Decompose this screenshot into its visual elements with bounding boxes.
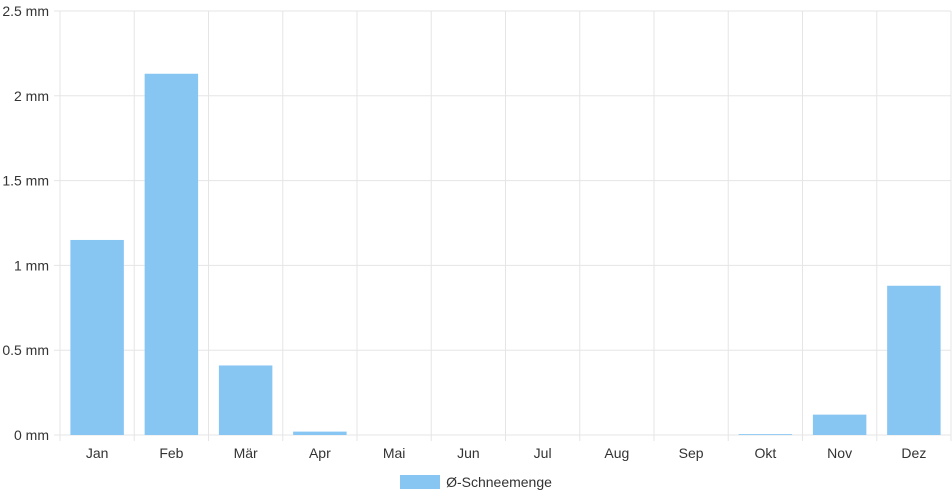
y-tick-label: 0 mm (14, 427, 49, 443)
x-tick-label: Okt (754, 445, 776, 461)
bar-nov[interactable] (812, 414, 867, 435)
bar-feb[interactable] (144, 73, 199, 435)
legend-swatch (400, 475, 441, 489)
x-tick-label: Apr (309, 445, 331, 461)
bar-apr[interactable] (293, 431, 347, 435)
bar-mär[interactable] (218, 365, 273, 435)
x-tick-label: Sep (679, 445, 704, 461)
y-tick-label: 2 mm (14, 88, 49, 104)
x-tick-label: Aug (604, 445, 629, 461)
y-tick-label: 2.5 mm (2, 3, 49, 19)
x-tick-label: Jan (86, 445, 109, 461)
y-tick-label: 0.5 mm (2, 342, 49, 358)
y-tick-label: 1.5 mm (2, 173, 49, 189)
legend-label: Ø-Schneemenge (446, 474, 552, 490)
x-tick-label: Nov (827, 445, 852, 461)
bar-dez[interactable] (887, 285, 941, 435)
chart-grid (54, 10, 952, 441)
chart-bars (70, 73, 941, 435)
bar-okt[interactable] (738, 434, 793, 435)
x-tick-label: Jul (534, 445, 552, 461)
y-tick-label: 1 mm (14, 257, 49, 273)
x-tick-label: Jun (457, 445, 480, 461)
x-axis-ticks: Jan Feb Mär Apr Mai Jun Jul Aug Sep Okt Nov Dez (86, 445, 926, 461)
x-tick-label: Feb (159, 445, 183, 461)
chart-legend[interactable]: Ø-Schneemenge (0, 472, 952, 492)
x-tick-label: Mai (383, 445, 406, 461)
bar-jan[interactable] (70, 239, 124, 435)
snow-bar-chart: 0 mm 0.5 mm 1 mm 1.5 mm 2 mm 2.5 mm Jan Feb Mär… (2, 3, 952, 461)
x-tick-label: Mär (234, 445, 258, 461)
y-axis-ticks: 0 mm 0.5 mm 1 mm 1.5 mm 2 mm 2.5 mm (2, 3, 49, 443)
x-tick-label: Dez (901, 445, 926, 461)
